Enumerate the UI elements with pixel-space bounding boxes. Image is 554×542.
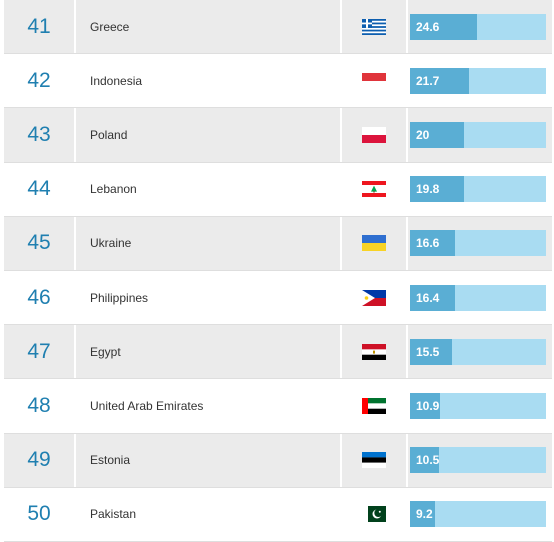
score-value: 10.5 <box>416 453 440 468</box>
score-cell: 9.2 <box>408 487 552 541</box>
score-value: 16.4 <box>416 290 440 305</box>
indonesia-flag-icon <box>362 72 386 89</box>
table-row-50: 50 Pakistan 9.2 <box>4 487 552 542</box>
score-bar-fill <box>410 67 470 94</box>
score-cell: 10.9 <box>408 379 552 433</box>
rank-cell: 43 <box>4 108 76 162</box>
score-bar-track: 20 <box>410 121 546 148</box>
flag-cell <box>342 162 408 216</box>
score-value: 19.8 <box>416 182 440 197</box>
score-cell: 21.7 <box>408 54 552 108</box>
score-bar-track: 10.9 <box>410 392 546 419</box>
country-name-cell: Pakistan <box>76 487 342 541</box>
rank-cell: 44 <box>4 162 76 216</box>
score-value: 20 <box>416 127 430 142</box>
score-cell: 16.6 <box>408 216 552 270</box>
country-name-cell: Poland <box>76 108 342 162</box>
pakistan-flag-icon <box>362 506 386 523</box>
country-name-cell: Estonia <box>76 433 342 487</box>
table-row-47: 47 Egypt 15.5 <box>4 325 552 380</box>
score-value: 15.5 <box>416 344 440 359</box>
ukraine-flag-icon <box>362 235 386 252</box>
score-bar-fill <box>410 447 439 474</box>
score-value: 10.9 <box>416 398 440 413</box>
flag-cell <box>342 325 408 379</box>
score-bar-fill <box>410 392 440 419</box>
greece-flag-icon <box>362 18 386 35</box>
score-bar-track: 21.7 <box>410 67 546 94</box>
rank-cell: 42 <box>4 54 76 108</box>
score-bar-fill <box>410 338 453 365</box>
score-bar-track: 15.5 <box>410 338 546 365</box>
lebanon-flag-icon <box>362 181 386 198</box>
score-bar-track: 24.6 <box>410 13 546 40</box>
score-bar-track: 19.8 <box>410 176 546 203</box>
ranking-table: 41 Greece 24.6 42 Indonesia 21.7 43 Pola… <box>4 0 552 542</box>
score-bar-track: 10.5 <box>410 447 546 474</box>
score-cell: 19.8 <box>408 162 552 216</box>
score-bar-track: 16.6 <box>410 230 546 257</box>
score-value: 9.2 <box>416 507 433 522</box>
score-cell: 24.6 <box>408 0 552 54</box>
country-name-cell: Lebanon <box>76 162 342 216</box>
flag-cell <box>342 270 408 325</box>
uae-flag-icon <box>362 397 386 414</box>
score-cell: 20 <box>408 108 552 162</box>
table-row-46: 46 Philippines 16.4 <box>4 270 552 326</box>
score-bar-fill <box>410 121 465 148</box>
score-cell: 15.5 <box>408 325 552 379</box>
score-bar-fill <box>410 230 456 257</box>
score-cell: 10.5 <box>408 433 552 487</box>
flag-cell <box>342 487 408 541</box>
rank-cell: 50 <box>4 487 76 541</box>
score-bar-track: 16.4 <box>410 284 546 311</box>
rank-cell: 45 <box>4 216 76 270</box>
country-name-cell: Philippines <box>76 270 342 325</box>
country-name-cell: Indonesia <box>76 54 342 108</box>
egypt-flag-icon <box>362 343 386 360</box>
country-name-cell: United Arab Emirates <box>76 379 342 433</box>
score-cell: 16.4 <box>408 270 552 325</box>
country-name-cell: Egypt <box>76 325 342 379</box>
score-bar-fill <box>410 501 436 528</box>
poland-flag-icon <box>362 126 386 143</box>
table-row-44: 44 Lebanon 19.8 <box>4 162 552 217</box>
score-value: 21.7 <box>416 73 440 88</box>
philippines-flag-icon <box>362 289 386 306</box>
table-row-43: 43 Poland 20 <box>4 108 552 163</box>
rank-cell: 48 <box>4 379 76 433</box>
estonia-flag-icon <box>362 452 386 469</box>
flag-cell <box>342 379 408 433</box>
flag-cell <box>342 108 408 162</box>
rank-cell: 47 <box>4 325 76 379</box>
table-row-41: 41 Greece 24.6 <box>4 0 552 55</box>
country-name-cell: Ukraine <box>76 216 342 270</box>
flag-cell <box>342 433 408 487</box>
rank-cell: 46 <box>4 270 76 325</box>
flag-cell <box>342 216 408 270</box>
flag-cell <box>342 0 408 54</box>
table-row-48: 48 United Arab Emirates 10.9 <box>4 379 552 434</box>
score-value: 24.6 <box>416 19 440 34</box>
score-bar-fill <box>410 176 464 203</box>
score-bar-fill <box>410 284 455 311</box>
country-name-cell: Greece <box>76 0 342 54</box>
flag-cell <box>342 54 408 108</box>
score-value: 16.6 <box>416 236 440 251</box>
rank-cell: 41 <box>4 0 76 54</box>
table-row-45: 45 Ukraine 16.6 <box>4 216 552 271</box>
rank-cell: 49 <box>4 433 76 487</box>
table-row-49: 49 Estonia 10.5 <box>4 433 552 488</box>
score-bar-track: 9.2 <box>410 501 546 528</box>
table-row-42: 42 Indonesia 21.7 <box>4 54 552 109</box>
score-bar-fill <box>410 13 477 40</box>
